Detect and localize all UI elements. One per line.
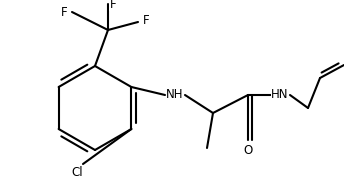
Text: F: F	[143, 13, 149, 26]
Text: Cl: Cl	[71, 165, 83, 178]
Text: F: F	[61, 6, 67, 18]
Text: HN: HN	[271, 89, 289, 101]
Text: F: F	[110, 0, 116, 10]
Text: NH: NH	[166, 89, 184, 101]
Text: O: O	[243, 143, 252, 157]
